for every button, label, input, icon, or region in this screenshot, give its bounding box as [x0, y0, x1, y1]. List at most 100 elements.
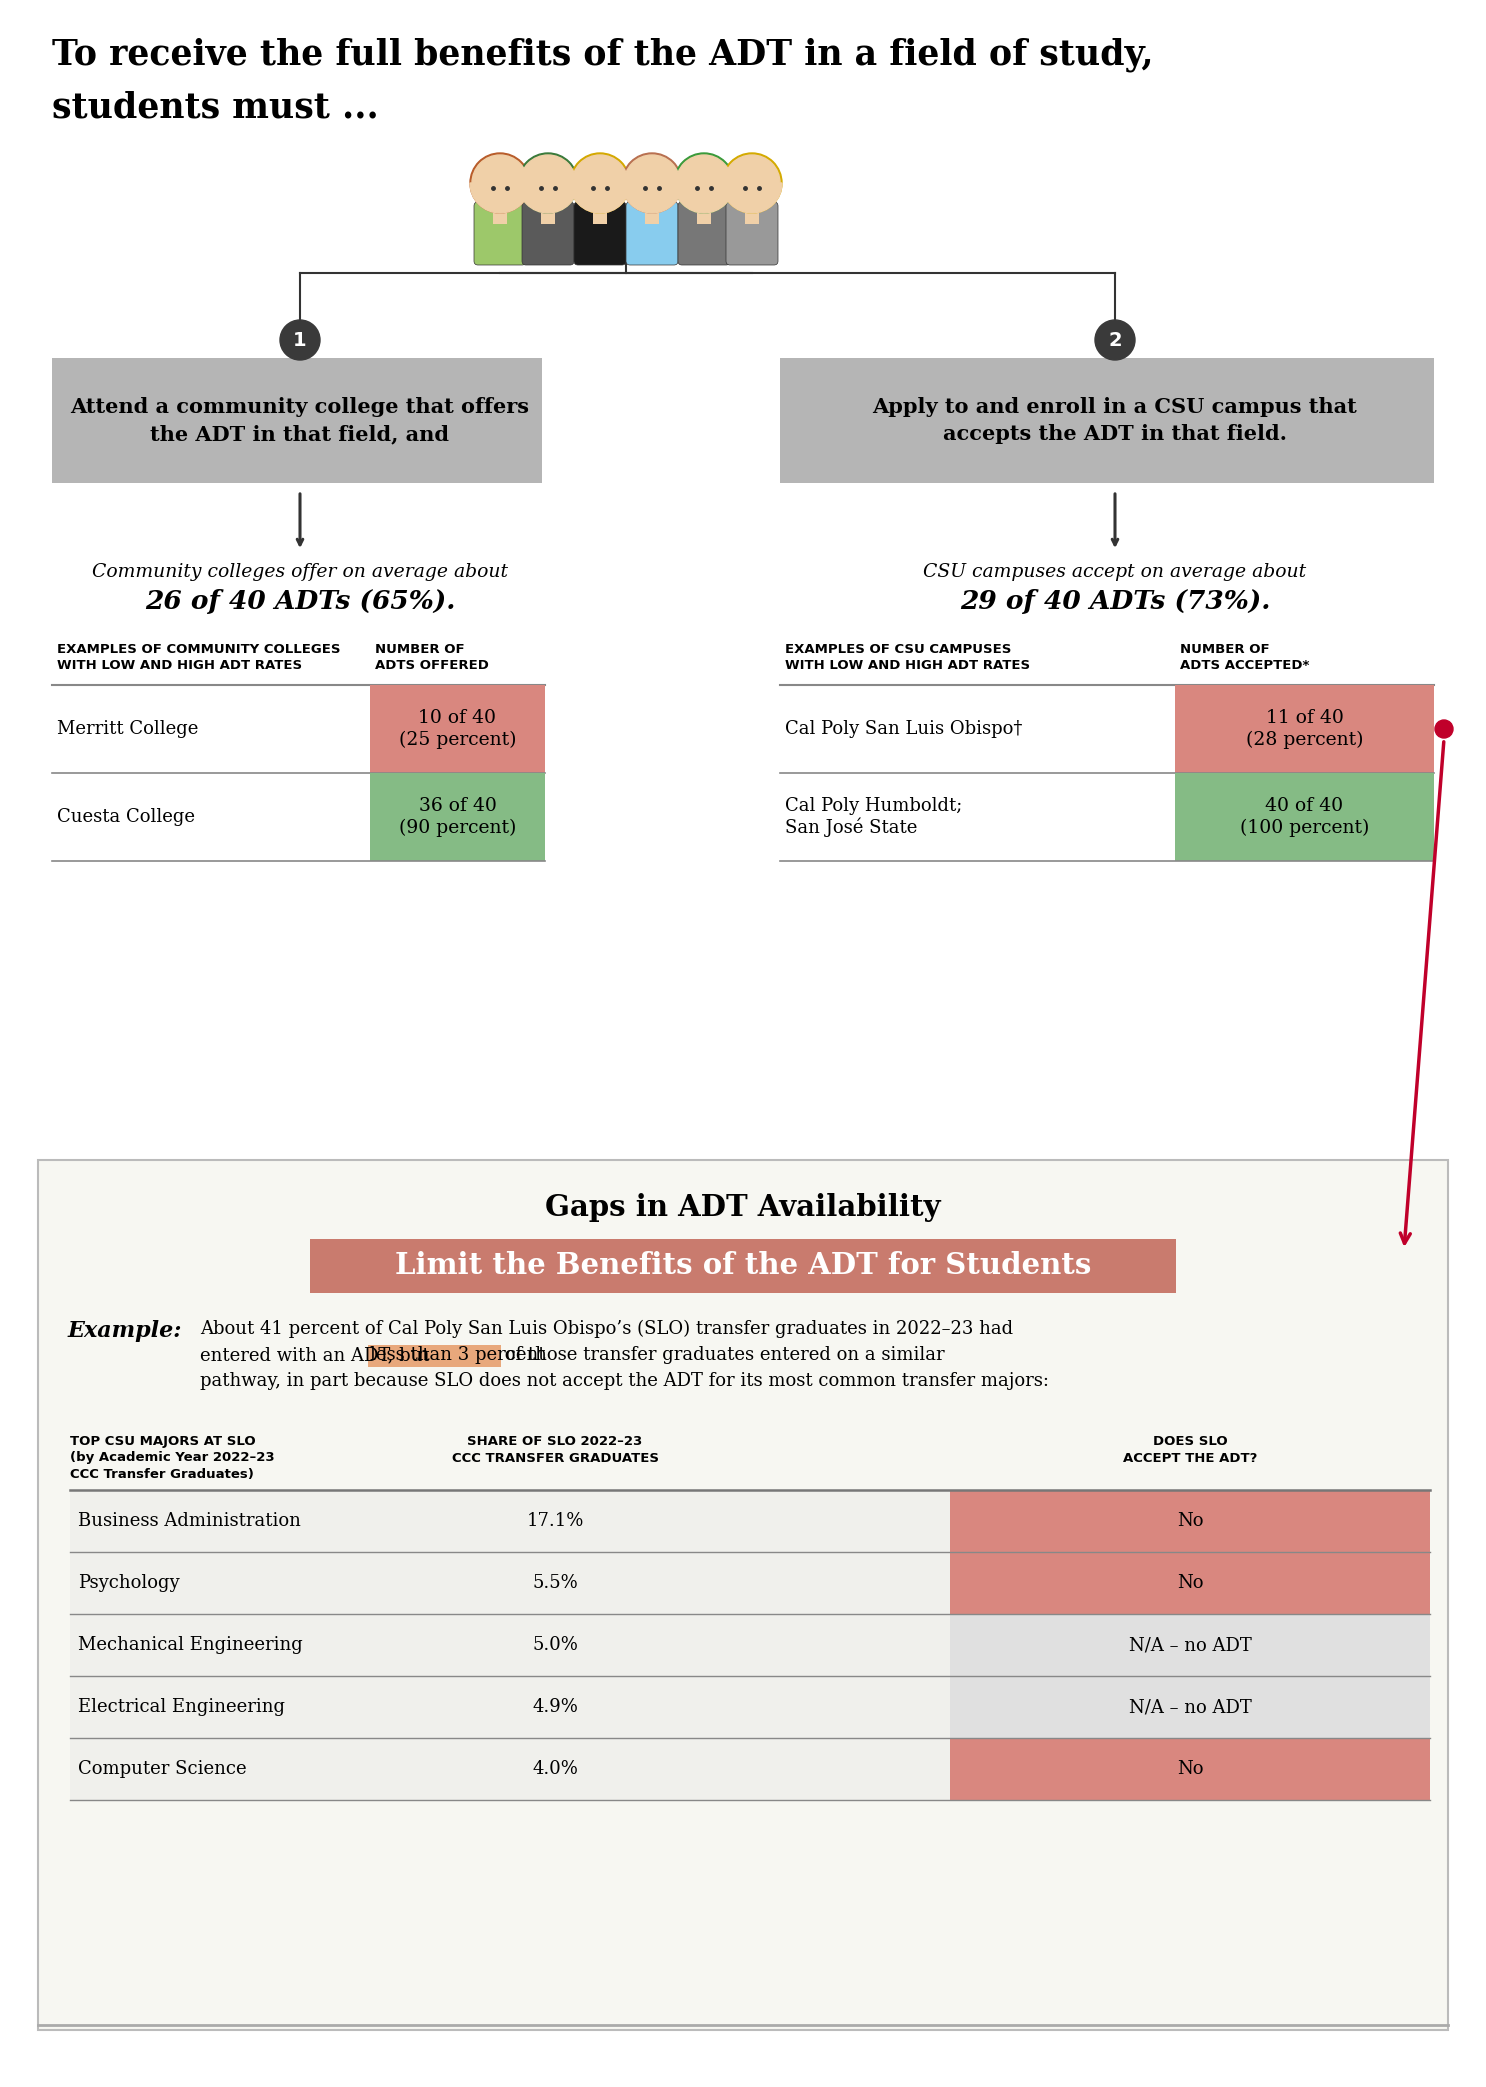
- FancyBboxPatch shape: [39, 1160, 1447, 2031]
- Text: 4.9%: 4.9%: [532, 1699, 578, 1716]
- Text: 17.1%: 17.1%: [526, 1511, 584, 1530]
- Text: Limit the Benefits of the ADT for Students: Limit the Benefits of the ADT for Studen…: [395, 1252, 1091, 1281]
- Text: Example:: Example:: [68, 1319, 183, 1342]
- Wedge shape: [722, 184, 782, 213]
- FancyBboxPatch shape: [950, 1676, 1430, 1738]
- Text: Community colleges offer on average about: Community colleges offer on average abou…: [92, 563, 508, 580]
- Text: 36 of 40
(90 percent): 36 of 40 (90 percent): [398, 797, 516, 837]
- FancyBboxPatch shape: [370, 685, 545, 772]
- Text: Cuesta College: Cuesta College: [56, 808, 195, 826]
- FancyBboxPatch shape: [678, 202, 730, 265]
- FancyBboxPatch shape: [645, 207, 658, 223]
- Circle shape: [572, 154, 629, 211]
- Wedge shape: [675, 184, 734, 213]
- Text: No: No: [1177, 1511, 1204, 1530]
- Text: To receive the full benefits of the ADT in a field of study,: To receive the full benefits of the ADT …: [52, 38, 1153, 73]
- Circle shape: [279, 319, 319, 359]
- FancyBboxPatch shape: [950, 1490, 1430, 1553]
- Circle shape: [624, 154, 681, 211]
- Text: 5.5%: 5.5%: [532, 1574, 578, 1592]
- Text: Mechanical Engineering: Mechanical Engineering: [77, 1636, 303, 1655]
- Text: 29 of 40 ADTs (73%).: 29 of 40 ADTs (73%).: [960, 589, 1271, 614]
- Text: of those transfer graduates entered on a similar: of those transfer graduates entered on a…: [499, 1346, 945, 1365]
- FancyBboxPatch shape: [1175, 685, 1434, 772]
- Text: Electrical Engineering: Electrical Engineering: [77, 1699, 285, 1716]
- Text: 5.0%: 5.0%: [532, 1636, 578, 1655]
- Text: pathway, in part because SLO does not accept the ADT for its most common transfe: pathway, in part because SLO does not ac…: [201, 1371, 1049, 1390]
- Text: No: No: [1177, 1574, 1204, 1592]
- Text: Business Administration: Business Administration: [77, 1511, 300, 1530]
- Circle shape: [520, 154, 577, 211]
- Text: entered with an ADT, but: entered with an ADT, but: [201, 1346, 435, 1365]
- FancyBboxPatch shape: [780, 359, 1434, 482]
- Text: 2: 2: [1109, 330, 1122, 349]
- Circle shape: [724, 154, 780, 211]
- Text: 11 of 40
(28 percent): 11 of 40 (28 percent): [1245, 710, 1363, 749]
- Wedge shape: [623, 184, 682, 213]
- Circle shape: [722, 152, 782, 213]
- Text: 40 of 40
(100 percent): 40 of 40 (100 percent): [1239, 797, 1369, 837]
- Text: NUMBER OF
ADTS ACCEPTED*: NUMBER OF ADTS ACCEPTED*: [1180, 643, 1309, 672]
- FancyBboxPatch shape: [1175, 772, 1434, 862]
- Text: less than 3 percent: less than 3 percent: [370, 1346, 545, 1365]
- Text: 1: 1: [293, 330, 306, 349]
- Text: No: No: [1177, 1759, 1204, 1778]
- FancyBboxPatch shape: [541, 207, 554, 223]
- FancyBboxPatch shape: [370, 772, 545, 862]
- Circle shape: [675, 152, 734, 213]
- Circle shape: [623, 152, 682, 213]
- Text: Apply to and enroll in a CSU campus that
accepts the ADT in that field.: Apply to and enroll in a CSU campus that…: [872, 397, 1357, 445]
- FancyBboxPatch shape: [70, 1490, 950, 1553]
- Wedge shape: [470, 184, 531, 213]
- Text: EXAMPLES OF CSU CAMPUSES
WITH LOW AND HIGH ADT RATES: EXAMPLES OF CSU CAMPUSES WITH LOW AND HI…: [785, 643, 1030, 672]
- FancyBboxPatch shape: [574, 202, 626, 265]
- Circle shape: [1435, 720, 1453, 739]
- Text: students must ...: students must ...: [52, 90, 379, 123]
- Text: EXAMPLES OF COMMUNITY COLLEGES
WITH LOW AND HIGH ADT RATES: EXAMPLES OF COMMUNITY COLLEGES WITH LOW …: [56, 643, 340, 672]
- Text: Gaps in ADT Availability: Gaps in ADT Availability: [545, 1194, 941, 1223]
- FancyBboxPatch shape: [697, 207, 710, 223]
- Circle shape: [473, 154, 528, 211]
- Circle shape: [470, 152, 531, 213]
- FancyBboxPatch shape: [70, 1676, 950, 1738]
- Text: Psychology: Psychology: [77, 1574, 180, 1592]
- Circle shape: [519, 152, 578, 213]
- FancyBboxPatch shape: [626, 202, 678, 265]
- Text: 4.0%: 4.0%: [532, 1759, 578, 1778]
- Text: SHARE OF SLO 2022–23
CCC TRANSFER GRADUATES: SHARE OF SLO 2022–23 CCC TRANSFER GRADUA…: [452, 1436, 658, 1465]
- FancyBboxPatch shape: [70, 1613, 950, 1676]
- FancyBboxPatch shape: [311, 1240, 1175, 1294]
- Circle shape: [1095, 319, 1135, 359]
- FancyBboxPatch shape: [593, 207, 606, 223]
- Text: 10 of 40
(25 percent): 10 of 40 (25 percent): [398, 710, 516, 749]
- FancyBboxPatch shape: [950, 1613, 1430, 1676]
- Wedge shape: [571, 184, 630, 213]
- Text: Computer Science: Computer Science: [77, 1759, 247, 1778]
- FancyBboxPatch shape: [70, 1738, 950, 1799]
- Text: Attend a community college that offers
the ADT in that field, and: Attend a community college that offers t…: [70, 397, 529, 445]
- Text: Cal Poly Humboldt;
San José State: Cal Poly Humboldt; San José State: [785, 797, 963, 837]
- FancyBboxPatch shape: [70, 1553, 950, 1613]
- FancyBboxPatch shape: [950, 1553, 1430, 1613]
- FancyBboxPatch shape: [474, 202, 526, 265]
- Circle shape: [676, 154, 733, 211]
- FancyBboxPatch shape: [369, 1344, 501, 1367]
- Text: CSU campuses accept on average about: CSU campuses accept on average about: [923, 563, 1306, 580]
- Text: N/A – no ADT: N/A – no ADT: [1129, 1699, 1251, 1716]
- FancyBboxPatch shape: [522, 202, 574, 265]
- Text: N/A – no ADT: N/A – no ADT: [1129, 1636, 1251, 1655]
- Text: DOES SLO
ACCEPT THE ADT?: DOES SLO ACCEPT THE ADT?: [1123, 1436, 1257, 1465]
- Circle shape: [571, 152, 630, 213]
- Text: Cal Poly San Luis Obispo†: Cal Poly San Luis Obispo†: [785, 720, 1022, 739]
- FancyBboxPatch shape: [950, 1738, 1430, 1799]
- FancyBboxPatch shape: [744, 207, 759, 223]
- Wedge shape: [519, 184, 578, 213]
- Text: About 41 percent of Cal Poly San Luis Obispo’s (SLO) transfer graduates in 2022–: About 41 percent of Cal Poly San Luis Ob…: [201, 1319, 1013, 1338]
- FancyBboxPatch shape: [493, 207, 507, 223]
- Text: Merritt College: Merritt College: [56, 720, 198, 739]
- FancyBboxPatch shape: [727, 202, 779, 265]
- Text: NUMBER OF
ADTS OFFERED: NUMBER OF ADTS OFFERED: [374, 643, 489, 672]
- Text: 26 of 40 ADTs (65%).: 26 of 40 ADTs (65%).: [144, 589, 455, 614]
- FancyBboxPatch shape: [52, 359, 542, 482]
- Text: TOP CSU MAJORS AT SLO
(by Academic Year 2022–23
CCC Transfer Graduates): TOP CSU MAJORS AT SLO (by Academic Year …: [70, 1436, 275, 1482]
